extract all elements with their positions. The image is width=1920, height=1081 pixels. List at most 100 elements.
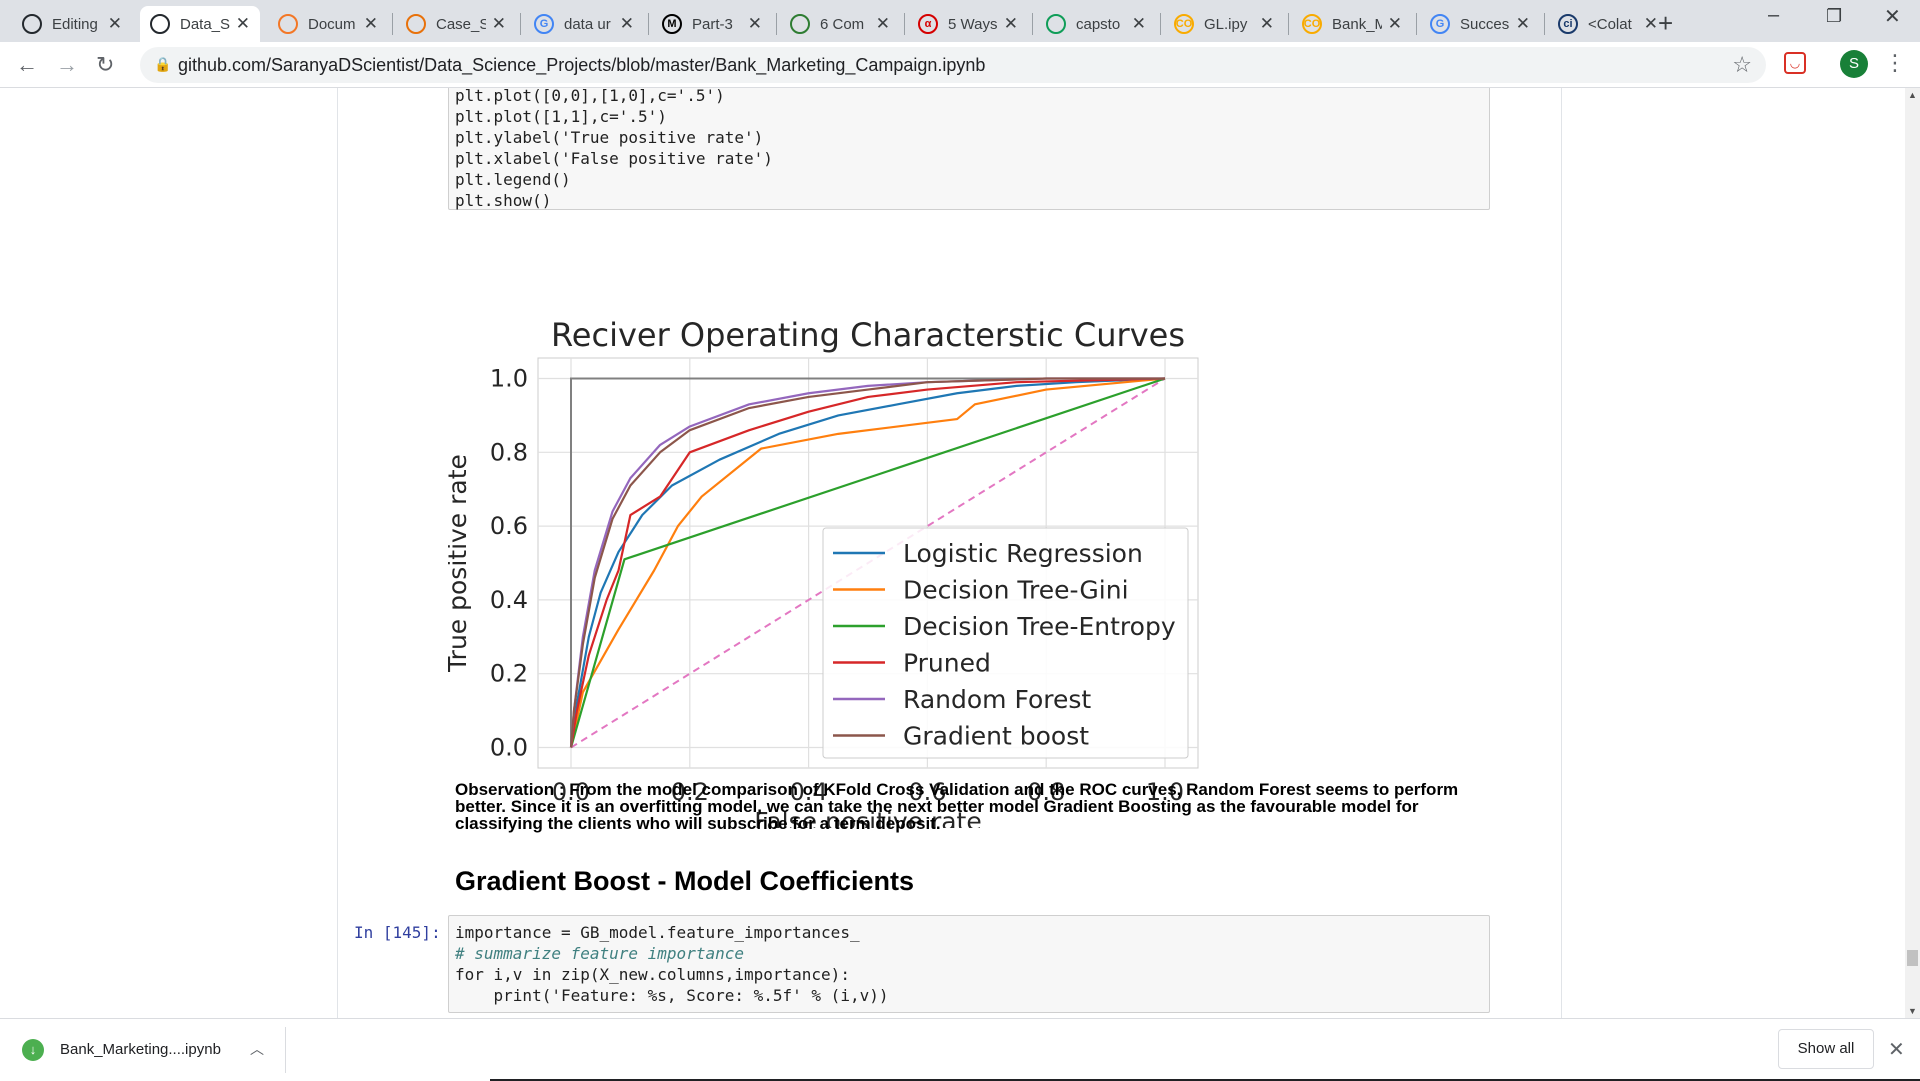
pocket-extension-icon[interactable]: ◡ <box>1784 52 1806 74</box>
tab-separator <box>520 13 521 35</box>
codeforces-icon: ci <box>1558 14 1578 34</box>
tab-close-icon[interactable]: ✕ <box>107 14 122 33</box>
code-line: plt.xlabel('False positive rate') <box>455 149 773 168</box>
window-close-icon[interactable]: ✕ <box>1884 6 1901 28</box>
tab-close-icon[interactable]: ✕ <box>875 14 890 33</box>
y-tick-label: 0.6 <box>490 512 528 540</box>
cell-prompt: In [145]: <box>354 923 441 942</box>
browser-tab[interactable]: CO Bank_M ✕ <box>1292 6 1412 42</box>
tab-close-icon[interactable]: ✕ <box>1387 14 1402 33</box>
bookmark-star-icon[interactable]: ☆ <box>1732 52 1752 77</box>
tab-title: Editing <box>52 15 98 33</box>
code-line: for i,v in zip(X_new.columns,importance)… <box>455 965 850 984</box>
scrollbar-thumb[interactable] <box>1907 950 1918 966</box>
address-bar: ← → ↻ 🔒 github.com/SaranyaDScientist/Dat… <box>0 42 1920 88</box>
show-all-button[interactable]: Show all <box>1778 1029 1874 1069</box>
minimize-icon[interactable]: – <box>1768 4 1780 26</box>
tab-title: GL.ipy <box>1204 15 1248 33</box>
new-tab-plus-icon[interactable]: + <box>1658 8 1674 38</box>
tab-separator <box>1416 13 1417 35</box>
browser-tab[interactable]: Data_S ✕ <box>140 6 260 42</box>
forward-arrow-icon[interactable]: → <box>56 52 78 77</box>
jupyter-icon <box>278 14 298 34</box>
tab-separator <box>1160 13 1161 35</box>
x-axis-label: False positive rate <box>754 807 982 828</box>
tab-title: capsto <box>1076 15 1121 33</box>
chrome-menu-icon[interactable]: ⋮ <box>1884 50 1906 75</box>
book-icon <box>406 14 426 34</box>
legend-entry: Pruned <box>903 649 991 678</box>
tab-separator <box>1544 13 1545 35</box>
content-right-border <box>1561 88 1562 1018</box>
restore-icon[interactable]: ❐ <box>1826 6 1843 26</box>
x-tick-label: 0.6 <box>908 778 946 806</box>
content-left-border <box>337 88 338 1018</box>
download-shelf-close-icon[interactable]: ✕ <box>1888 1039 1905 1061</box>
google-icon: G <box>1430 14 1450 34</box>
alpha-icon: α <box>918 14 938 34</box>
x-tick-label: 0.0 <box>552 778 590 806</box>
browser-tab[interactable]: 6 Com ✕ <box>780 6 900 42</box>
reload-icon[interactable]: ↻ <box>96 52 115 77</box>
browser-tab[interactable]: capsto ✕ <box>1036 6 1156 42</box>
download-options-chevron-icon[interactable]: ︿ <box>250 1041 264 1057</box>
y-tick-label: 0.0 <box>490 734 528 762</box>
lock-icon[interactable]: 🔒 <box>154 56 172 72</box>
tab-close-icon[interactable]: ✕ <box>491 14 506 33</box>
article-icon <box>790 14 810 34</box>
legend-entry: Decision Tree-Gini <box>903 576 1129 605</box>
browser-tab[interactable]: CO GL.ipy ✕ <box>1164 6 1284 42</box>
medium-icon: M <box>662 14 682 34</box>
browser-tab[interactable]: Case_S ✕ <box>396 6 516 42</box>
scroll-down-arrow-icon[interactable]: ▼ <box>1908 1006 1917 1016</box>
browser-tab[interactable]: G Succes ✕ <box>1420 6 1540 42</box>
legend-entry: Decision Tree-Entropy <box>903 612 1176 641</box>
tab-close-icon[interactable]: ✕ <box>1003 14 1018 33</box>
back-arrow-icon[interactable]: ← <box>16 52 38 77</box>
y-tick-label: 0.8 <box>490 438 528 466</box>
y-tick-label: 1.0 <box>490 365 528 393</box>
tab-title: Succes <box>1460 15 1510 33</box>
tab-close-icon[interactable]: ✕ <box>1643 14 1658 33</box>
browser-tab[interactable]: ci <Colat ✕ <box>1548 6 1668 42</box>
scroll-up-arrow-icon[interactable]: ▲ <box>1908 90 1917 100</box>
tab-separator <box>1288 13 1289 35</box>
browser-tab[interactable]: M Part-3 ✕ <box>652 6 772 42</box>
roc-curve-gradient-boost <box>569 377 1165 748</box>
code-line: plt.ylabel('True positive rate') <box>455 128 764 147</box>
omnibox[interactable]: 🔒 github.com/SaranyaDScientist/Data_Scie… <box>140 47 1766 83</box>
tab-separator <box>904 13 905 35</box>
y-tick-label: 0.4 <box>490 586 528 614</box>
tab-close-icon[interactable]: ✕ <box>619 14 634 33</box>
tab-close-icon[interactable]: ✕ <box>1131 14 1146 33</box>
roc-curve-pruned <box>569 377 1166 748</box>
download-filename[interactable]: Bank_Marketing....ipynb <box>60 1041 221 1058</box>
profile-avatar[interactable]: S <box>1840 50 1868 78</box>
download-file-icon[interactable]: ↓ <box>22 1039 44 1061</box>
tab-close-icon[interactable]: ✕ <box>747 14 762 33</box>
download-separator <box>285 1027 286 1073</box>
url-text[interactable]: github.com/SaranyaDScientist/Data_Scienc… <box>178 55 986 75</box>
tab-close-icon[interactable]: ✕ <box>235 14 250 33</box>
browser-tab[interactable]: Editing ✕ <box>12 6 132 42</box>
tab-title: Case_S <box>436 15 486 33</box>
y-tick-label: 0.2 <box>490 660 528 688</box>
browser-tab[interactable]: Docum ✕ <box>268 6 388 42</box>
code-cell-importance: importance = GB_model.feature_importance… <box>448 915 1490 1013</box>
roc-curve-decision-tree-entropy <box>569 377 1166 748</box>
tab-title: Bank_M <box>1332 15 1382 33</box>
tab-close-icon[interactable]: ✕ <box>1259 14 1274 33</box>
chart-title: Reciver Operating Characterstic Curves <box>551 316 1185 354</box>
section-heading: Gradient Boost - Model Coefficients <box>455 866 915 896</box>
tab-separator <box>1032 13 1033 35</box>
tab-close-icon[interactable]: ✕ <box>363 14 378 33</box>
browser-tab[interactable]: α 5 Ways ✕ <box>908 6 1028 42</box>
code-line: plt.show() <box>455 191 552 210</box>
vertical-scrollbar[interactable]: ▲ ▼ <box>1905 88 1920 1018</box>
tab-title: 6 Com <box>820 15 865 33</box>
legend-entry: Logistic Regression <box>903 539 1143 568</box>
colab-icon: CO <box>1302 14 1322 34</box>
tab-close-icon[interactable]: ✕ <box>1515 14 1530 33</box>
